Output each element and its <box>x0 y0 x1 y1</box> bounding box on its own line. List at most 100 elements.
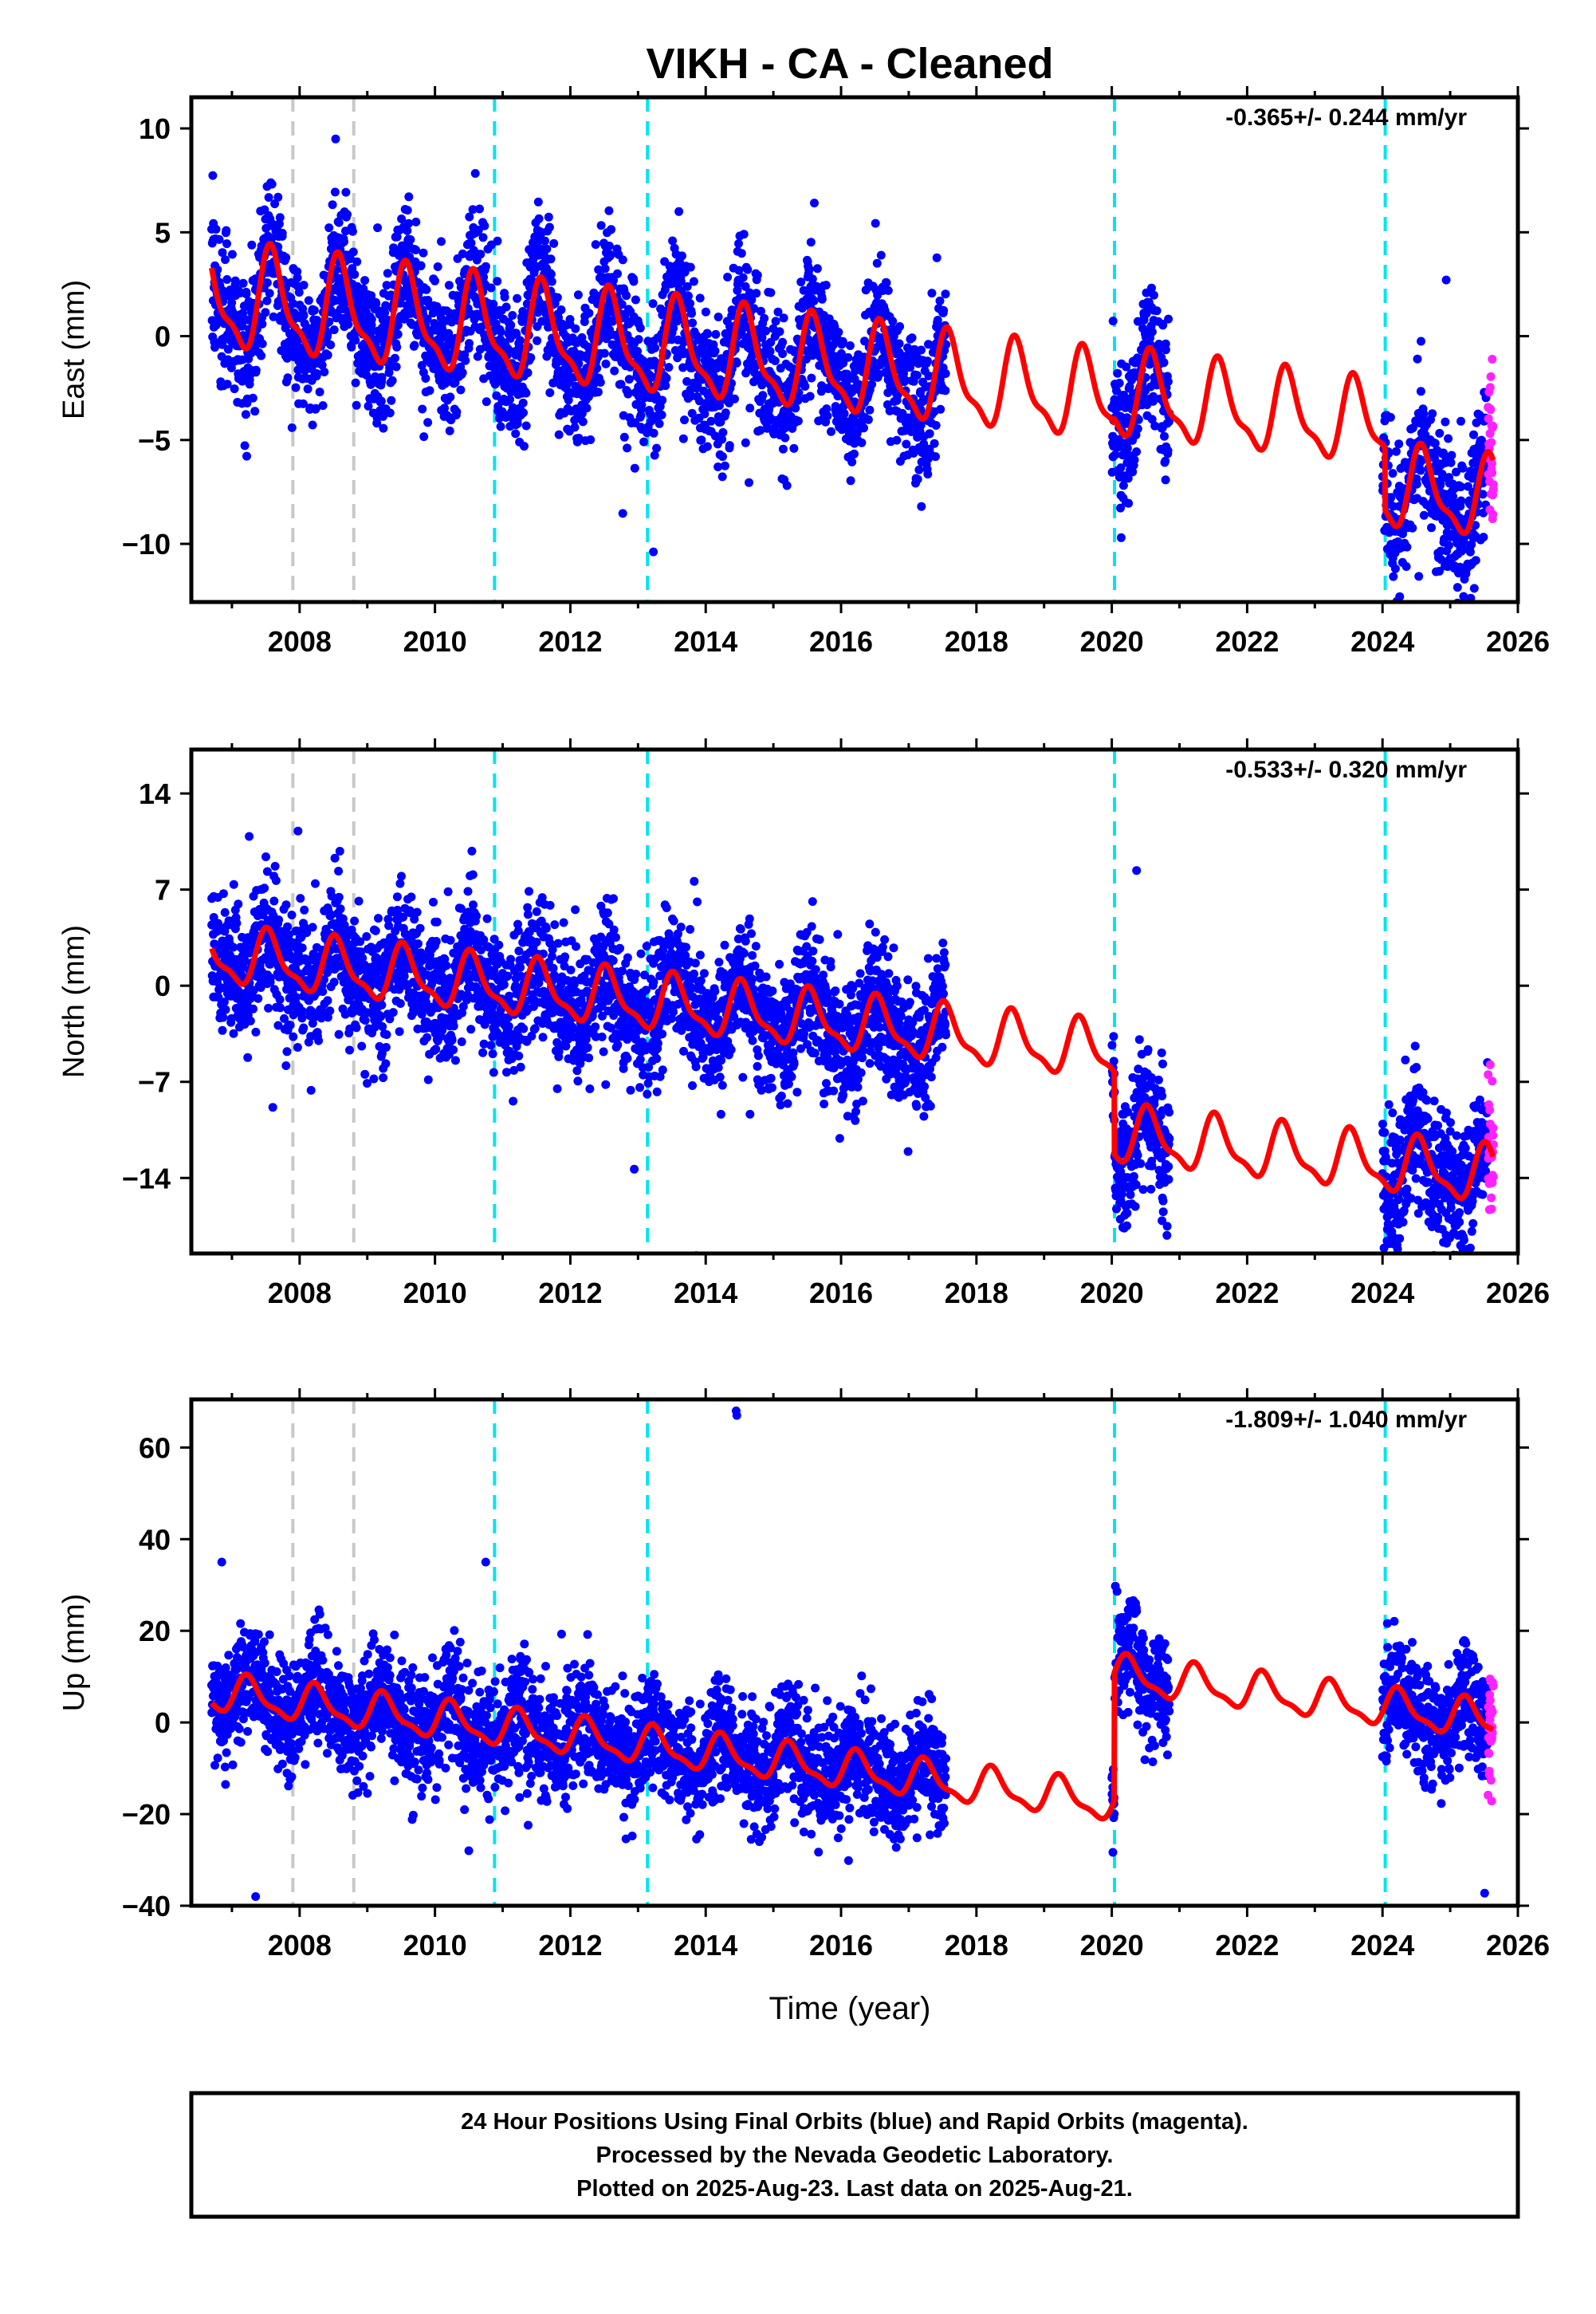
data-point <box>931 421 941 430</box>
data-point <box>325 1006 335 1016</box>
data-point <box>334 892 344 902</box>
data-point <box>371 299 381 309</box>
data-point <box>282 1047 292 1057</box>
data-point <box>430 276 439 285</box>
data-point <box>482 914 492 923</box>
data-point <box>658 396 667 405</box>
data-point <box>1419 510 1429 520</box>
data-point <box>299 311 309 321</box>
data-point <box>516 336 525 345</box>
data-point <box>547 277 556 286</box>
data-point <box>1108 317 1118 326</box>
data-point <box>383 269 392 278</box>
data-point <box>1447 451 1456 460</box>
data-point <box>264 193 273 203</box>
data-point <box>248 393 257 403</box>
data-point <box>407 892 416 902</box>
data-point <box>1413 354 1422 364</box>
data-point <box>261 308 270 317</box>
data-point <box>393 329 403 339</box>
data-point <box>218 1013 228 1022</box>
data-point <box>745 288 754 297</box>
data-point <box>1478 490 1488 499</box>
data-point <box>476 250 485 259</box>
data-point <box>913 474 922 484</box>
data-point <box>496 422 505 431</box>
data-point <box>257 319 267 329</box>
data-point <box>882 278 891 288</box>
data-point <box>268 1103 277 1112</box>
data-point <box>637 400 647 410</box>
data-point <box>478 1048 488 1057</box>
data-point <box>1428 409 1437 419</box>
data-point <box>747 295 757 305</box>
data-point <box>710 346 720 356</box>
data-point <box>936 404 945 414</box>
data-point <box>941 386 950 396</box>
data-point <box>592 364 602 373</box>
data-point <box>437 237 446 246</box>
data-point <box>718 427 728 437</box>
data-point <box>379 411 387 421</box>
data-point <box>367 315 376 325</box>
data-point <box>1152 306 1162 316</box>
data-point <box>418 404 427 414</box>
data-point <box>609 275 618 285</box>
data-point <box>379 1073 388 1083</box>
data-point <box>494 940 504 950</box>
data-point <box>294 288 304 297</box>
data-point <box>449 1045 458 1055</box>
data-point <box>1465 547 1475 557</box>
data-point <box>520 442 529 451</box>
data-point <box>262 278 272 288</box>
data-point <box>554 430 564 439</box>
data-point <box>410 340 419 350</box>
data-point <box>406 235 415 244</box>
data-point <box>593 388 603 397</box>
data-point <box>314 1036 324 1045</box>
data-point <box>1486 372 1496 381</box>
data-point <box>304 296 313 305</box>
data-point <box>846 476 855 486</box>
data-point <box>247 240 257 250</box>
data-point <box>618 255 627 265</box>
data-point <box>817 294 827 304</box>
data-point <box>1445 541 1453 550</box>
data-point <box>697 435 706 445</box>
data-point <box>350 270 360 279</box>
data-point <box>732 358 741 368</box>
data-point <box>486 283 496 293</box>
data-point <box>773 307 783 317</box>
data-points <box>207 826 1498 1253</box>
data-point <box>442 961 451 970</box>
data-point <box>317 360 327 370</box>
data-point <box>346 254 355 263</box>
data-point <box>390 353 399 363</box>
data-point <box>655 419 664 428</box>
data-point <box>387 376 397 385</box>
data-point <box>473 352 482 361</box>
data-point <box>657 410 666 419</box>
data-point <box>927 289 937 298</box>
data-point <box>277 228 287 238</box>
data-point <box>260 883 269 893</box>
x-tick-label: 2020 <box>1080 625 1144 658</box>
data-point <box>274 915 284 925</box>
data-point <box>419 432 429 442</box>
data-point <box>867 380 877 389</box>
data-point <box>513 293 522 303</box>
data-point <box>762 423 772 433</box>
data-point <box>1456 416 1465 426</box>
data-point <box>622 291 631 301</box>
data-point <box>463 887 473 896</box>
data-point <box>222 275 232 284</box>
data-point <box>617 300 627 309</box>
data-point <box>939 305 949 315</box>
data-point <box>634 335 643 344</box>
data-point <box>713 462 723 471</box>
data-point <box>289 299 298 309</box>
data-point <box>1479 533 1488 542</box>
data-point <box>230 276 240 285</box>
data-point <box>1132 447 1142 456</box>
